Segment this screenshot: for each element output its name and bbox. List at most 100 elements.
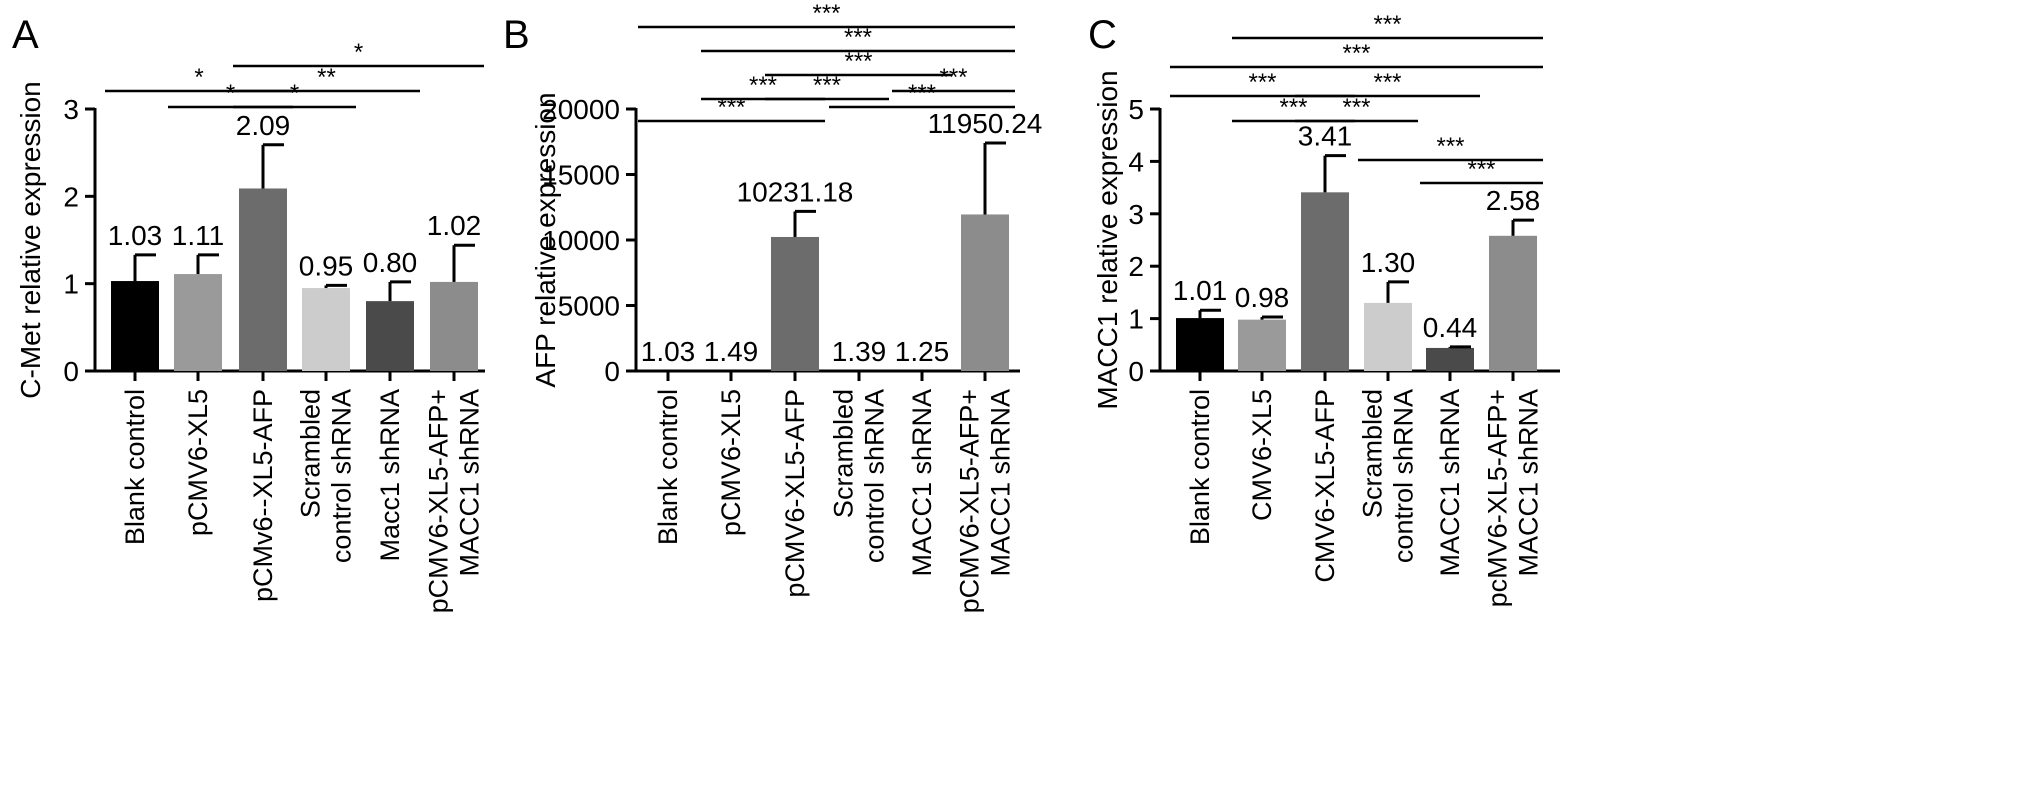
bar — [1301, 192, 1349, 371]
y-tick-label: 20000 — [542, 94, 620, 125]
x-tick-label: MACC1 shRNA — [1514, 389, 1544, 577]
y-tick-label: 5000 — [558, 291, 620, 322]
significance-stars: *** — [844, 48, 872, 75]
y-tick-label: 1 — [1128, 304, 1144, 335]
x-tick-label: Blank control — [653, 389, 683, 545]
significance-stars: *** — [939, 64, 967, 91]
bar — [1489, 235, 1537, 371]
x-tick-label: control shRNA — [1389, 389, 1419, 563]
x-tick-label: Scrambled — [1358, 389, 1388, 518]
x-tick-label: pcMV6-XL5-AFP+ — [1483, 389, 1513, 607]
x-tick-label: CMV6-XL5-AFP — [1310, 389, 1340, 583]
data-label: 1.39 — [832, 336, 887, 367]
significance-stars: *** — [908, 80, 936, 107]
significance-stars: *** — [1373, 69, 1401, 96]
x-tick-label: CMV6-XL5 — [1247, 389, 1277, 521]
x-tick-label: Macc1 shRNA — [375, 389, 405, 562]
bar — [771, 236, 819, 371]
x-tick-label: pCMV6-XL5 — [716, 389, 746, 536]
x-tick-label: MACC1 shRNA — [986, 389, 1016, 577]
x-tick-label: Blank control — [120, 389, 150, 545]
panel-letter: C — [1088, 13, 1117, 57]
data-label: 0.98 — [1235, 282, 1290, 313]
data-label: 1.03 — [108, 220, 163, 251]
data-label: 1.11 — [172, 220, 224, 251]
data-label: 1.03 — [641, 336, 696, 367]
x-tick-label: pCMV6-XL5-AFP+ — [955, 389, 985, 613]
x-tick-label: pCMV6-XL5-AFP — [780, 389, 810, 598]
data-label: 10231.18 — [737, 176, 854, 207]
bar — [961, 214, 1009, 371]
bar — [1364, 302, 1412, 371]
data-label: 3.41 — [1298, 121, 1353, 152]
bar — [1176, 318, 1224, 371]
y-tick-label: 0 — [604, 356, 620, 387]
y-tick-label: 2 — [63, 181, 79, 212]
x-tick-label: control shRNA — [860, 389, 890, 563]
data-label: 0.80 — [363, 247, 418, 278]
significance-stars: *** — [749, 72, 777, 99]
chart-panel-b: B AFP relative expression 0 5000 10000 15000 2… — [503, 0, 1042, 613]
data-label: 1.49 — [704, 336, 759, 367]
significance-stars: *** — [1373, 11, 1401, 38]
significance-stars: * — [226, 80, 235, 107]
bar — [239, 188, 287, 371]
data-label: 2.09 — [236, 110, 291, 141]
x-tick-label: MACC1 shRNA — [1435, 389, 1465, 577]
significance-stars: * — [290, 80, 299, 107]
x-tick-label: control shRNA — [327, 389, 357, 563]
bar — [366, 301, 414, 371]
data-label: 1.25 — [895, 336, 950, 367]
x-tick-label: pCMV6-XL5 — [183, 389, 213, 536]
significance-stars: *** — [1436, 133, 1464, 160]
y-tick-label: 1 — [63, 269, 79, 300]
data-label: 2.58 — [1486, 185, 1541, 216]
chart-panel-c: C MACC1 relative expression 0 1 2 3 4 5 1.01 Blan… — [1088, 11, 1560, 607]
bar — [174, 274, 222, 371]
panel-letter: B — [503, 13, 530, 57]
significance-stars: *** — [813, 72, 841, 99]
y-axis-label: C-Met relative expression — [15, 81, 46, 398]
y-axis-label: MACC1 relative expression — [1092, 70, 1123, 409]
y-tick-label: 0 — [1128, 356, 1144, 387]
data-label: 0.95 — [299, 250, 354, 281]
significance-stars: *** — [1342, 40, 1370, 67]
y-tick-label: 10000 — [542, 225, 620, 256]
x-tick-label: pCMv6--XL5-AFP — [248, 389, 278, 602]
significance-stars: *** — [812, 0, 840, 27]
y-tick-label: 3 — [63, 94, 79, 125]
bar — [1238, 319, 1286, 371]
significance-stars: *** — [1279, 94, 1307, 121]
y-tick-label: 2 — [1128, 251, 1144, 282]
significance-stars: ** — [317, 64, 336, 91]
bar — [111, 281, 159, 371]
significance-stars: *** — [1342, 94, 1370, 121]
panel-letter: A — [12, 13, 39, 57]
significance-stars: * — [354, 39, 363, 66]
bar — [430, 281, 478, 371]
y-tick-label: 0 — [63, 356, 79, 387]
y-tick-label: 3 — [1128, 199, 1144, 230]
significance-stars: * — [194, 64, 203, 91]
x-tick-label: Scrambled — [296, 389, 326, 518]
data-label: 1.01 — [1173, 275, 1228, 306]
y-tick-label: 5 — [1128, 94, 1144, 125]
significance-stars: *** — [844, 24, 872, 51]
y-axis-label: AFP relative expression — [530, 92, 561, 387]
x-tick-label: Scrambled — [829, 389, 859, 518]
x-tick-label: MACC1 shRNA — [455, 389, 485, 577]
x-tick-label: pCMV6-XL5-AFP+ — [424, 389, 454, 613]
chart-panel-a: A C-Met relative expression 0 1 2 3 1.03 Blank … — [12, 13, 485, 613]
data-label: 1.02 — [427, 210, 482, 241]
x-tick-label: Blank control — [1185, 389, 1215, 545]
bar — [302, 288, 350, 371]
y-tick-label: 15000 — [542, 160, 620, 191]
significance-stars: *** — [1248, 69, 1276, 96]
y-tick-label: 4 — [1128, 146, 1144, 177]
x-tick-label: MACC1 shRNA — [907, 389, 937, 577]
bar — [1426, 347, 1474, 371]
data-label: 1.30 — [1361, 247, 1416, 278]
data-label: 0.44 — [1423, 312, 1478, 343]
data-label: 11950.24 — [928, 108, 1043, 139]
